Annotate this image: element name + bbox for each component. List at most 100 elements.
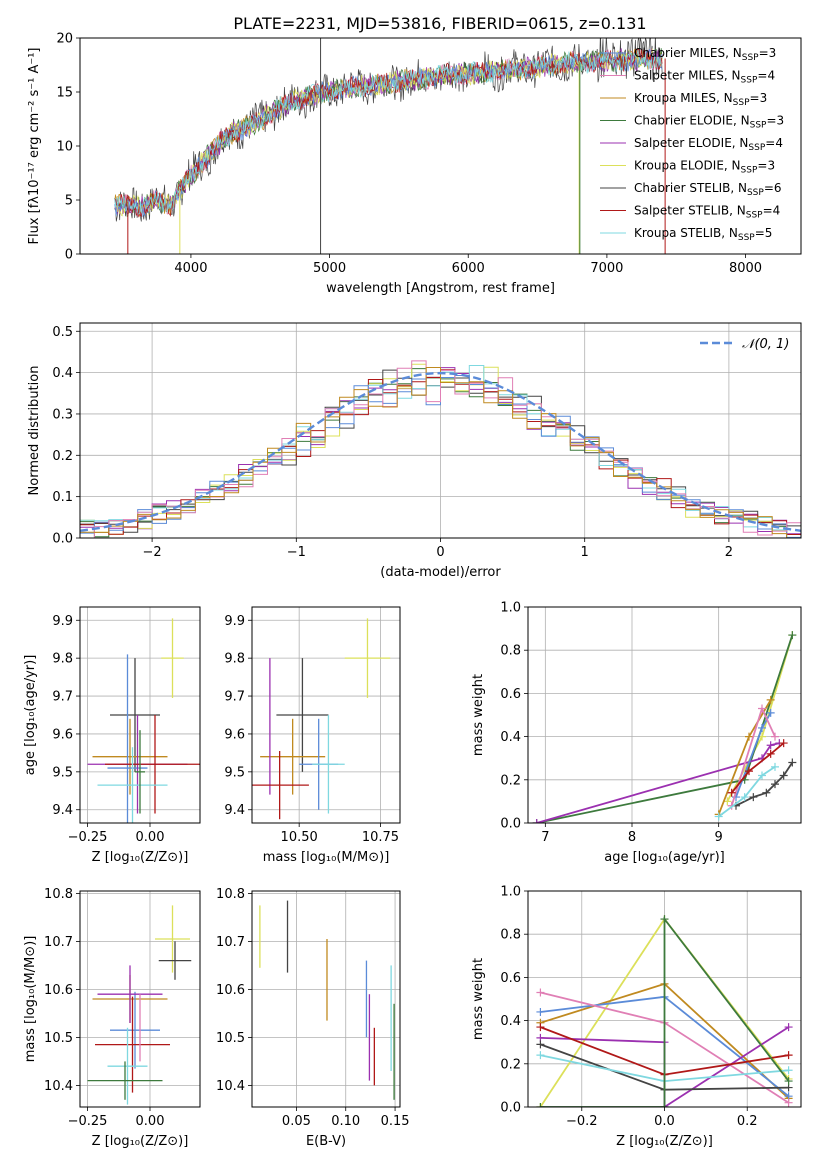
x-axis-label: Z [log₁₀(Z/Z⊙)] — [616, 1134, 713, 1149]
x-tick-label: −1 — [287, 545, 306, 560]
x-tick-label: 9 — [715, 830, 723, 845]
histograms — [80, 360, 801, 538]
series-point-marker — [660, 1103, 669, 1107]
error-bars — [259, 900, 395, 1100]
y-tick-label: 0.5 — [52, 325, 73, 340]
x-tick-label: −0.2 — [566, 1114, 598, 1129]
series-point-marker — [745, 732, 753, 741]
legend-label: Chabrier STELIB, NSSP=6 — [634, 181, 782, 198]
y-tick-label: 0.4 — [500, 730, 521, 745]
series-point-marker — [779, 739, 788, 748]
legend-label: Chabrier ELODIE, NSSP=3 — [634, 114, 784, 131]
x-tick-label: 7 — [541, 830, 549, 845]
x-tick-label: 7000 — [590, 261, 623, 276]
y-tick-label: 0.4 — [52, 366, 73, 381]
y-tick-label: 9.5 — [52, 765, 73, 780]
y-tick-label: 10.7 — [44, 935, 73, 950]
axes-frame — [79, 890, 201, 1108]
z-age-plot: −0.25 0.00 9.4 9.5 9.6 9.7 9.8 9.9 Z [log₁₀(Z/Z⊙… — [23, 606, 201, 865]
series-point-marker — [714, 812, 723, 821]
series-point-marker — [532, 819, 541, 823]
axes-frame — [79, 606, 201, 824]
y-tick-label: 9.4 — [52, 803, 73, 818]
series-lines — [532, 631, 797, 823]
spectrum-legend: Chabrier MILES, NSSP=3 Salpeter MILES, NS… — [600, 46, 784, 243]
legend-label: Salpeter MILES, NSSP=4 — [634, 69, 775, 86]
y-tick-label: 15 — [56, 86, 73, 101]
y-tick-label: 10.6 — [44, 983, 73, 998]
y-tick-label: 0.2 — [500, 1057, 521, 1072]
x-tick-label: 0.0 — [654, 1114, 675, 1129]
y-tick-label: 0.6 — [500, 971, 521, 986]
x-tick-label: 0.10 — [331, 1114, 360, 1129]
y-tick-label: 0.3 — [52, 407, 73, 422]
spectrum-panel: PLATE=2231, MJD=53816, FIBERID=0615, z=0… — [27, 14, 802, 296]
error-bars — [87, 618, 200, 823]
y-tick-label: 10.8 — [216, 887, 245, 902]
histogram-stelib_salpeter — [80, 360, 801, 538]
x-tick-label: 6000 — [452, 261, 485, 276]
mass-age-plot: 10.50 10.75 9.4 9.5 9.6 9.7 9.8 9.9 mass [log₁₀(… — [224, 606, 401, 865]
y-tick-label: 10.5 — [44, 1031, 73, 1046]
y-axis-label: age [log₁₀(age/yr)] — [23, 655, 38, 776]
series-point-marker — [536, 1023, 545, 1032]
error-bars — [252, 618, 391, 820]
series-point-marker — [766, 695, 775, 704]
y-tick-label: 10.4 — [44, 1079, 73, 1094]
series-point-marker — [536, 1040, 545, 1049]
axes-frame — [251, 606, 401, 824]
legend-label: Salpeter ELODIE, NSSP=4 — [634, 136, 783, 153]
x-tick-label: 0.00 — [136, 830, 165, 845]
y-tick-label: 0.8 — [500, 644, 521, 659]
x-tick-label: 4000 — [174, 261, 207, 276]
x-tick-label: 0.15 — [381, 1114, 410, 1129]
series-point-marker — [779, 771, 788, 780]
series-line-stelib_chabrier — [735, 762, 794, 807]
x-tick-label: 1 — [581, 545, 589, 560]
z-massweight-plot: −0.2 0.0 0.2 0.0 0.2 0.4 0.6 0.8 1.0 Z [log₁₀(Z/Z… — [471, 885, 802, 1149]
y-tick-label: 0.2 — [52, 449, 73, 464]
spectrum-line-miles_chabrier — [114, 49, 663, 218]
y-tick-label: 0.0 — [500, 1101, 521, 1116]
y-tick-label: 9.6 — [52, 727, 73, 742]
series-point-marker — [784, 1066, 793, 1075]
series-point-marker — [784, 1023, 793, 1032]
legend-label: Kroupa MILES, NSSP=3 — [634, 91, 767, 108]
series-point-marker — [771, 732, 779, 741]
y-tick-label: 0 — [65, 248, 73, 263]
x-tick-label: 10.75 — [362, 830, 399, 845]
x-axis-label: mass [log₁₀(M/M⊙)] — [263, 850, 390, 865]
series-point-marker — [745, 767, 753, 776]
spectrum-lines — [114, 38, 666, 254]
series-line-elodie_salpeter — [536, 742, 780, 823]
y-tick-label: 9.8 — [224, 652, 245, 667]
series-point-marker — [766, 708, 775, 717]
series-point-marker — [536, 1103, 545, 1107]
ebv-mass-plot: 0.05 0.10 0.15 10.4 10.5 10.6 10.7 10.8 E(B-V) — [216, 887, 409, 1149]
y-tick-label: 0.2 — [500, 773, 521, 788]
spectrum-line-stelib_kroupa — [114, 49, 663, 215]
x-tick-label: 10.50 — [281, 830, 318, 845]
y-tick-label: 10.5 — [216, 1031, 245, 1046]
series-point-marker — [788, 758, 797, 767]
y-tick-label: 10.8 — [44, 887, 73, 902]
series-line-elodie_chabrier — [540, 916, 790, 1107]
y-tick-label: 10 — [56, 140, 73, 155]
series-point-marker — [788, 631, 797, 640]
y-tick-label: 9.9 — [224, 614, 245, 629]
y-tick-label: 0.4 — [500, 1014, 521, 1029]
series-point-marker — [727, 788, 736, 797]
y-tick-label: 10.7 — [216, 935, 245, 950]
legend-label: 𝒩(0, 1) — [742, 337, 789, 352]
x-axis-label: (data-model)/error — [380, 565, 501, 580]
legend-label: Salpeter STELIB, NSSP=4 — [634, 204, 780, 221]
error-bars — [87, 905, 192, 1105]
y-tick-label: 1.0 — [500, 885, 521, 900]
x-axis-label: Z [log₁₀(Z/Z⊙)] — [92, 1134, 189, 1149]
y-tick-label: 5 — [65, 194, 73, 209]
y-tick-label: 0.0 — [52, 532, 73, 547]
spectrum-line-stelib_salpeter — [114, 48, 663, 218]
series-line-stelib_kroupa — [718, 766, 776, 818]
x-tick-label: 8 — [628, 830, 636, 845]
